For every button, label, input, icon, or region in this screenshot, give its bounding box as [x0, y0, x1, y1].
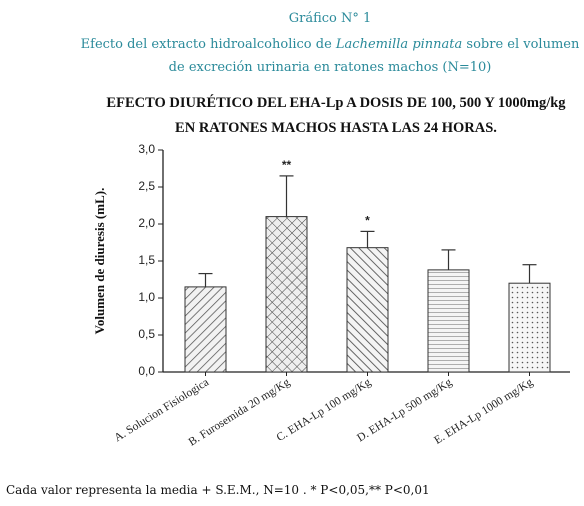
- chart-title: EFECTO DIURÉTICO DEL EHA-Lp A DOSIS DE 1…: [106, 94, 566, 111]
- bar: [265, 216, 308, 373]
- y-axis-label: Volumen de diuresis (mL).: [92, 188, 107, 335]
- caption: de excreción urinaria en ratones machos …: [169, 60, 492, 75]
- caption-text: Efecto del extracto hidroalcoholico de: [81, 37, 336, 52]
- significance-label: *: [365, 214, 370, 228]
- significance-label: **: [282, 158, 292, 172]
- bar: [427, 269, 470, 373]
- y-tick-label: 0,0: [138, 364, 155, 378]
- figure-label: Gráfico N° 1: [289, 11, 372, 26]
- y-tick-label: 2,5: [138, 179, 155, 193]
- bar: [346, 247, 389, 373]
- y-tick-label: 1,0: [138, 290, 155, 304]
- bar: [508, 282, 551, 373]
- y-tick-label: 0,5: [138, 327, 155, 341]
- y-tick-label: 3,0: [138, 142, 155, 156]
- plot: 0,00,51,01,52,02,53,0A. Solucion Fisiolo…: [112, 142, 570, 449]
- y-tick-label: 2,0: [138, 216, 155, 230]
- y-tick-label: 1,5: [138, 253, 155, 267]
- footnote: Cada valor representa la media + S.E.M.,…: [6, 483, 430, 497]
- caption: Efecto del extracto hidroalcoholico de L…: [81, 37, 580, 52]
- bar: [184, 286, 227, 373]
- caption-species: Lachemilla pinnata: [335, 37, 462, 52]
- caption-text: sobre el volumen: [462, 37, 580, 52]
- chart-title: EN RATONES MACHOS HASTA LAS 24 HORAS.: [175, 120, 497, 136]
